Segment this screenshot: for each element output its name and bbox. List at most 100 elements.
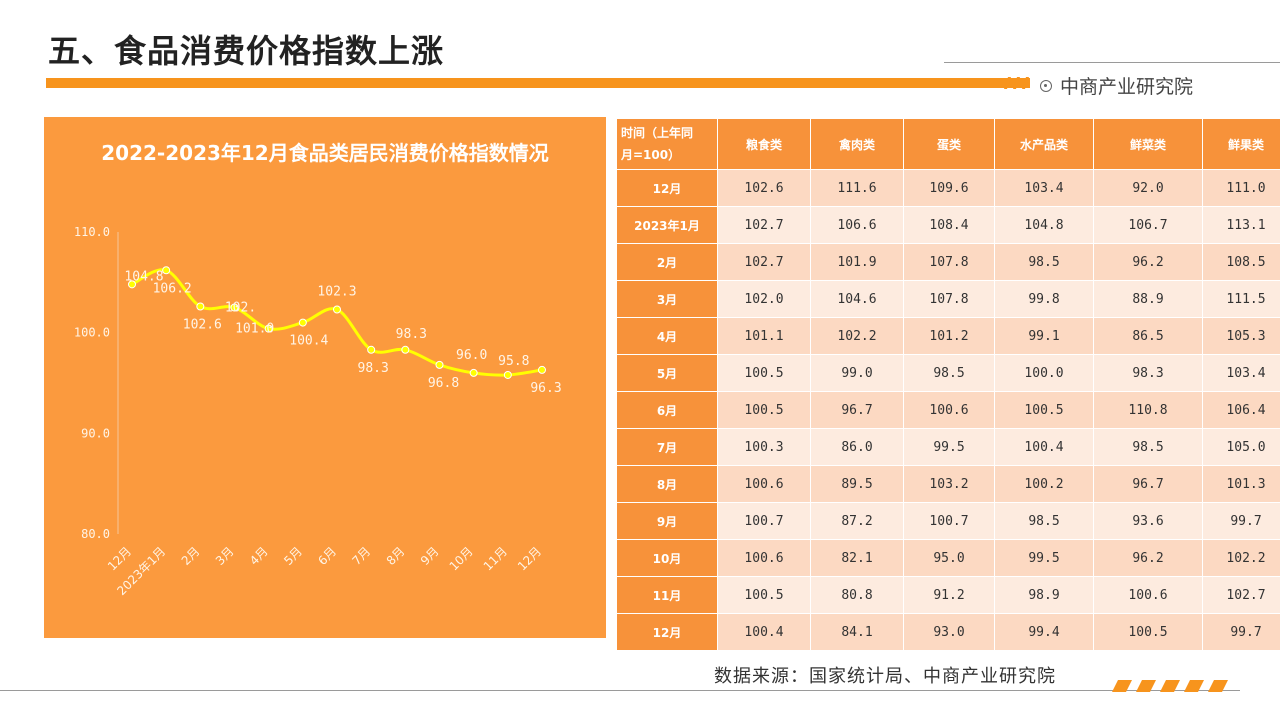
table-cell: 98.3 (1093, 354, 1203, 392)
table-cell: 80.8 (810, 576, 904, 614)
x-tick-label: 10月 (447, 544, 476, 573)
table-cell: 96.2 (1093, 539, 1203, 577)
table-cell: 102.0 (717, 280, 811, 318)
data-point (230, 303, 239, 312)
table-cell: 100.6 (1093, 576, 1203, 614)
data-point (367, 345, 376, 354)
table-cell: 100.6 (717, 539, 811, 577)
table-cell: 100.0 (994, 354, 1094, 392)
x-tick-label: 9月 (418, 544, 442, 568)
data-label: 100.4 (289, 334, 328, 349)
data-label: 96.0 (456, 348, 487, 363)
table-cell: 100.6 (903, 391, 995, 429)
y-tick-label: 100.0 (74, 326, 110, 340)
table-cell: 98.9 (994, 576, 1094, 614)
x-tick-label: 12月 (515, 544, 544, 573)
data-point (435, 360, 444, 369)
table-cell: 98.5 (994, 243, 1094, 281)
data-label: 101.0 (235, 322, 274, 337)
table-cell: 93.0 (903, 613, 995, 651)
data-label: 102. (225, 301, 256, 316)
table-cell: 111.5 (1202, 280, 1280, 318)
x-tick-label: 7月 (350, 544, 374, 568)
data-point (264, 324, 273, 333)
table-cell: 86.5 (1093, 317, 1203, 355)
table-cell: 96.2 (1093, 243, 1203, 281)
table-header-col: 禽肉类 (810, 118, 904, 170)
table-cell: 100.2 (994, 465, 1094, 503)
table-cell: 105.3 (1202, 317, 1280, 355)
table-cell: 100.5 (994, 391, 1094, 429)
table-cell: 100.4 (994, 428, 1094, 466)
table-row: 2月 102.7 101.9 107.8 98.5 96.2 108.5 (616, 243, 1280, 281)
x-tick-label: 3月 (213, 544, 237, 568)
table-cell: 103.4 (1202, 354, 1280, 392)
table-header-col: 水产品类 (994, 118, 1094, 170)
x-tick-label: 12月 (105, 544, 134, 573)
table-row: 2023年1月 102.7 106.6 108.4 104.8 106.7 113.1 (616, 206, 1280, 244)
table-cell: 88.9 (1093, 280, 1203, 318)
table-cell: 107.8 (903, 243, 995, 281)
page-title: 五、食品消费价格指数上涨 (48, 32, 445, 70)
table-cell: 100.7 (717, 502, 811, 540)
table-cell: 104.6 (810, 280, 904, 318)
brand-target-icon (1040, 79, 1052, 92)
title-accent-bar (46, 78, 1030, 88)
data-label: 104.8 (124, 269, 163, 284)
data-point (298, 318, 307, 327)
table-cell: 92.0 (1093, 169, 1203, 207)
table-row-label: 9月 (616, 502, 718, 540)
table-cell: 106.7 (1093, 206, 1203, 244)
table-cell: 99.5 (994, 539, 1094, 577)
x-tick-label: 8月 (384, 544, 408, 568)
x-tick-label: 6月 (315, 544, 339, 568)
table-cell: 100.5 (717, 576, 811, 614)
table-cell: 89.5 (810, 465, 904, 503)
table-row-label: 8月 (616, 465, 718, 503)
table-cell: 100.6 (717, 465, 811, 503)
table-row-label: 4月 (616, 317, 718, 355)
table-cell: 104.8 (994, 206, 1094, 244)
table-cell: 108.4 (903, 206, 995, 244)
table-row-label: 5月 (616, 354, 718, 392)
x-tick-label: 11月 (481, 544, 510, 573)
table-header-col: 鲜果类 (1202, 118, 1280, 170)
table-cell: 111.0 (1202, 169, 1280, 207)
table-header-col: 鲜菜类 (1093, 118, 1203, 170)
footer-divider-line (0, 690, 1240, 691)
footer-stripes-decoration (1112, 680, 1228, 692)
table-cell: 105.0 (1202, 428, 1280, 466)
table-cell: 99.4 (994, 613, 1094, 651)
data-label: 102.6 (183, 317, 222, 332)
brand-name: 中商产业研究院 (1060, 76, 1194, 98)
table-cell: 96.7 (1093, 465, 1203, 503)
table-cell: 111.6 (810, 169, 904, 207)
table-cell: 91.2 (903, 576, 995, 614)
table-row: 3月 102.0 104.6 107.8 99.8 88.9 111.5 (616, 280, 1280, 318)
table-cell: 102.2 (1202, 539, 1280, 577)
table-cell: 102.6 (717, 169, 811, 207)
table-cell: 100.5 (1093, 613, 1203, 651)
table-cell: 101.9 (810, 243, 904, 281)
table-cell: 99.5 (903, 428, 995, 466)
table-cell: 106.4 (1202, 391, 1280, 429)
data-label: 106.2 (153, 281, 192, 296)
table-row-label: 2月 (616, 243, 718, 281)
table-cell: 102.7 (717, 243, 811, 281)
data-point (162, 266, 171, 275)
table-row-label: 2023年1月 (616, 206, 718, 244)
table-row-label: 6月 (616, 391, 718, 429)
table-row: 4月 101.1 102.2 101.2 99.1 86.5 105.3 (616, 317, 1280, 355)
table-cell: 98.5 (903, 354, 995, 392)
table-header-row: 时间（上年同 月=100） 粮食类 禽肉类 蛋类 水产品类 鲜菜类 鲜果类 (616, 118, 1280, 170)
data-label: 96.3 (530, 381, 561, 396)
data-point (503, 370, 512, 379)
table-cell: 100.7 (903, 502, 995, 540)
table-row: 10月 100.6 82.1 95.0 99.5 96.2 102.2 (616, 539, 1280, 577)
table-cell: 108.5 (1202, 243, 1280, 281)
table-row: 9月 100.7 87.2 100.7 98.5 93.6 99.7 (616, 502, 1280, 540)
table-cell: 102.7 (717, 206, 811, 244)
data-label: 98.3 (396, 327, 427, 342)
price-index-table: 时间（上年同 月=100） 粮食类 禽肉类 蛋类 水产品类 鲜菜类 鲜果类 12月 102.… (616, 118, 1280, 651)
table-row-label: 7月 (616, 428, 718, 466)
